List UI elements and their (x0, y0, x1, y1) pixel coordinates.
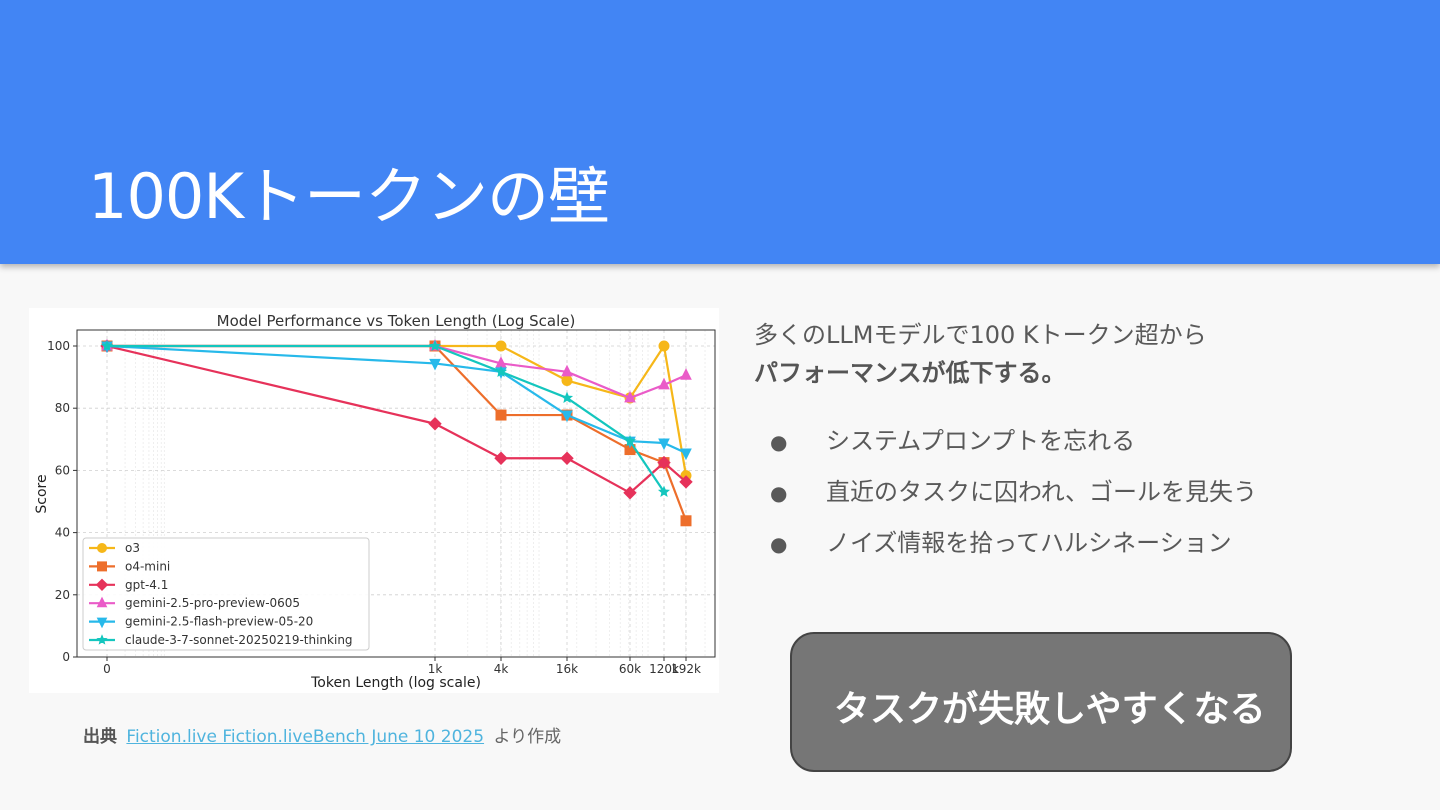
data-point-diamond (428, 417, 442, 431)
data-point-triangle-down (658, 438, 670, 451)
y-tick-label: 0 (62, 650, 70, 664)
data-point-star (428, 339, 442, 352)
data-point-circle (658, 340, 670, 352)
series-gemini-2.5-flash-preview-05-20 (101, 341, 692, 461)
y-tick-label: 20 (55, 588, 70, 602)
data-point-square (97, 561, 107, 572)
series-line (107, 344, 688, 476)
data-point-diamond (494, 451, 508, 465)
data-point-diamond (560, 451, 574, 465)
bullet-text: ノイズ情報を拾ってハルシネーション (826, 529, 1232, 557)
x-axis-label: Token Length (log scale) (310, 675, 481, 691)
data-point-triangle-up (680, 368, 692, 380)
callout-box: タスクが失敗しやすくなる (790, 632, 1292, 772)
x-tick-label: 120k (649, 662, 679, 676)
x-tick-label: 4k (494, 662, 509, 676)
series-line (107, 344, 688, 522)
data-point-triangle-down (680, 448, 692, 461)
data-point-diamond (95, 578, 109, 592)
bullet-item: ● 直近のタスクに囚われ、ゴールを見失う (770, 473, 1257, 524)
source-label: 出典 (83, 727, 117, 747)
data-point-triangle-up (658, 377, 670, 390)
data-point-triangle-up (96, 596, 108, 608)
data-point-circle (495, 340, 507, 352)
series-gemini-2.5-pro-preview-0605 (101, 338, 692, 403)
series-gpt-4.1 (100, 339, 693, 500)
y-tick-label: 100 (47, 339, 70, 353)
plot-area-frame (76, 329, 716, 658)
y-tick-label: 40 (55, 526, 70, 540)
legend-box (82, 537, 370, 651)
title-bar: 100Kトークンの壁 (0, 0, 1440, 264)
chart-title: Model Performance vs Token Length (Log S… (217, 312, 576, 330)
x-tick-label: 1k (428, 662, 443, 676)
bullet-dot-icon: ● (770, 430, 788, 454)
y-tick-label: 80 (55, 401, 70, 415)
chart-panel: 0 20 40 60 80 100 0 1k 4k 16k 60k 120k 192k Model Pe… (29, 308, 719, 693)
data-point-star (494, 365, 508, 377)
legend-label: gemini-2.5-flash-preview-05-20 (125, 615, 313, 629)
data-point-diamond (657, 455, 671, 470)
chart-legend: o3 o4-mini gpt-4.1 gemini-2.5-pro-preview-0… (82, 537, 370, 651)
intro-line-1: 多くのLLMモデルで100 Kトークン超から (754, 321, 1207, 349)
legend-label: o3 (125, 541, 140, 555)
bullet-text: システムプロンプトを忘れる (826, 427, 1136, 455)
data-point-star (560, 391, 574, 404)
data-point-triangle-up (624, 390, 636, 403)
series-claude-3-7-sonnet-20250219-thinking (100, 339, 671, 497)
x-tick-label: 0 (103, 662, 111, 676)
data-point-triangle-down (561, 410, 573, 423)
series-line (106, 344, 687, 454)
intro-line-2: パフォーマンスが低下する。 (754, 359, 1066, 387)
bullet-dot-icon: ● (770, 481, 788, 505)
data-point-diamond (679, 475, 693, 489)
y-tick-label: 60 (55, 463, 70, 477)
callout-text: タスクが失敗しやすくなる (834, 689, 1266, 730)
bullet-list: ● システムプロンプトを忘れる ● 直近のタスクに囚われ、ゴールを見失う ● ノイズ情… (770, 422, 1257, 575)
legend-label: o4-mini (125, 559, 170, 573)
legend-label: gemini-2.5-pro-preview-0605 (125, 596, 300, 610)
data-point-square (495, 409, 507, 421)
data-point-circle (561, 375, 573, 387)
data-point-circle (97, 543, 107, 553)
series-o4-mini (101, 340, 692, 527)
source-suffix: より作成 (493, 727, 562, 747)
bullet-text: 直近のタスクに囚われ、ゴールを見失う (826, 478, 1258, 506)
data-point-triangle-down (96, 617, 108, 629)
data-point-star (96, 634, 108, 645)
series-line (107, 344, 665, 493)
data-point-square (680, 515, 692, 527)
x-tick-label: 60k (619, 662, 641, 676)
bullet-item: ● ノイズ情報を拾ってハルシネーション (770, 524, 1257, 575)
intro-text: 多くのLLMモデルで100 Kトークン超から パフォーマンスが低下する。 (754, 316, 1207, 392)
legend-label: claude-3-7-sonnet-20250219-thinking (125, 633, 353, 647)
y-axis-label: Score (34, 474, 50, 513)
x-tick-label: 16k (556, 662, 578, 676)
slide-title: 100Kトークンの壁 (88, 160, 610, 233)
source-link[interactable]: Fiction.live Fiction.liveBench June 10 2… (126, 727, 485, 747)
legend-label: gpt-4.1 (125, 578, 168, 592)
data-point-triangle-up (561, 364, 573, 377)
data-point-star (623, 434, 637, 447)
bullet-dot-icon: ● (770, 532, 788, 556)
data-point-star (100, 339, 114, 352)
x-tick-label: 192k (671, 662, 701, 676)
data-point-triangle-down (429, 358, 441, 371)
data-point-star (657, 485, 671, 497)
bullet-item: ● システムプロンプトを忘れる (770, 422, 1257, 473)
source-citation: 出典 Fiction.live Fiction.liveBench June 1… (83, 722, 561, 747)
data-point-diamond (623, 486, 637, 500)
